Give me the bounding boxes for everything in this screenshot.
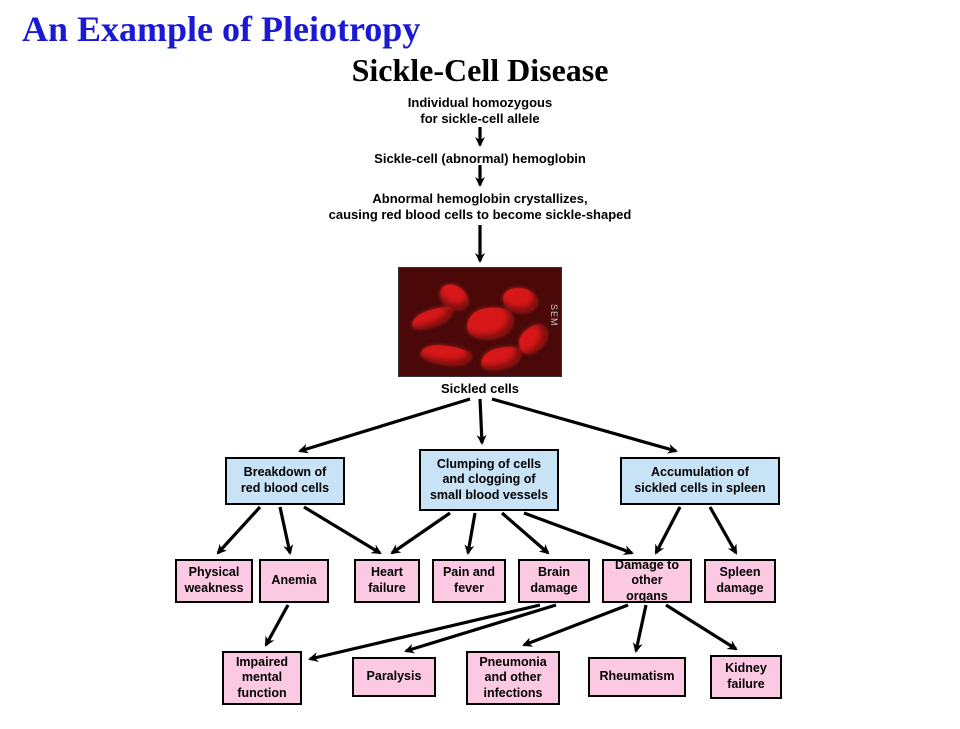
box-anemia: Anemia (259, 559, 329, 603)
box-rheumatism: Rheumatism (588, 657, 686, 697)
box-breakdown: Breakdown ofred blood cells (225, 457, 345, 505)
box-organ-damage: Damage toother organs (602, 559, 692, 603)
box-pain-fever: Pain andfever (432, 559, 506, 603)
box-heart-failure: Heartfailure (354, 559, 420, 603)
page-subtitle: Sickle-Cell Disease (0, 52, 960, 89)
box-physical-weakness: Physicalweakness (175, 559, 253, 603)
sem-label: SEM (549, 304, 559, 327)
arrows-layer (0, 89, 960, 729)
box-brain-damage: Braindamage (518, 559, 590, 603)
node-sickled-cells: Sickled cells (440, 381, 520, 397)
flowchart: Individual homozygousfor sickle-cell all… (0, 89, 960, 729)
box-clumping: Clumping of cellsand clogging ofsmall bl… (419, 449, 559, 511)
box-impaired-mental: Impairedmentalfunction (222, 651, 302, 705)
node-crystallize: Abnormal hemoglobin crystallizes,causing… (300, 191, 660, 222)
box-paralysis: Paralysis (352, 657, 436, 697)
box-spleen-damage: Spleendamage (704, 559, 776, 603)
box-pneumonia: Pneumoniaand otherinfections (466, 651, 560, 705)
node-homozygous: Individual homozygousfor sickle-cell all… (360, 95, 600, 126)
sickle-cell-image: SEM (398, 267, 562, 377)
page-title: An Example of Pleiotropy (0, 0, 960, 50)
box-kidney-failure: Kidneyfailure (710, 655, 782, 699)
node-hemoglobin: Sickle-cell (abnormal) hemoglobin (340, 151, 620, 167)
box-spleen-accum: Accumulation ofsickled cells in spleen (620, 457, 780, 505)
